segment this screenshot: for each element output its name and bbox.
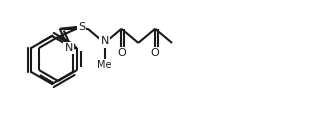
Text: O: O — [151, 48, 159, 58]
Text: Me: Me — [97, 60, 112, 70]
Text: N: N — [100, 36, 109, 46]
Text: S: S — [78, 23, 85, 32]
Text: O: O — [117, 48, 126, 58]
Text: N: N — [64, 43, 73, 53]
